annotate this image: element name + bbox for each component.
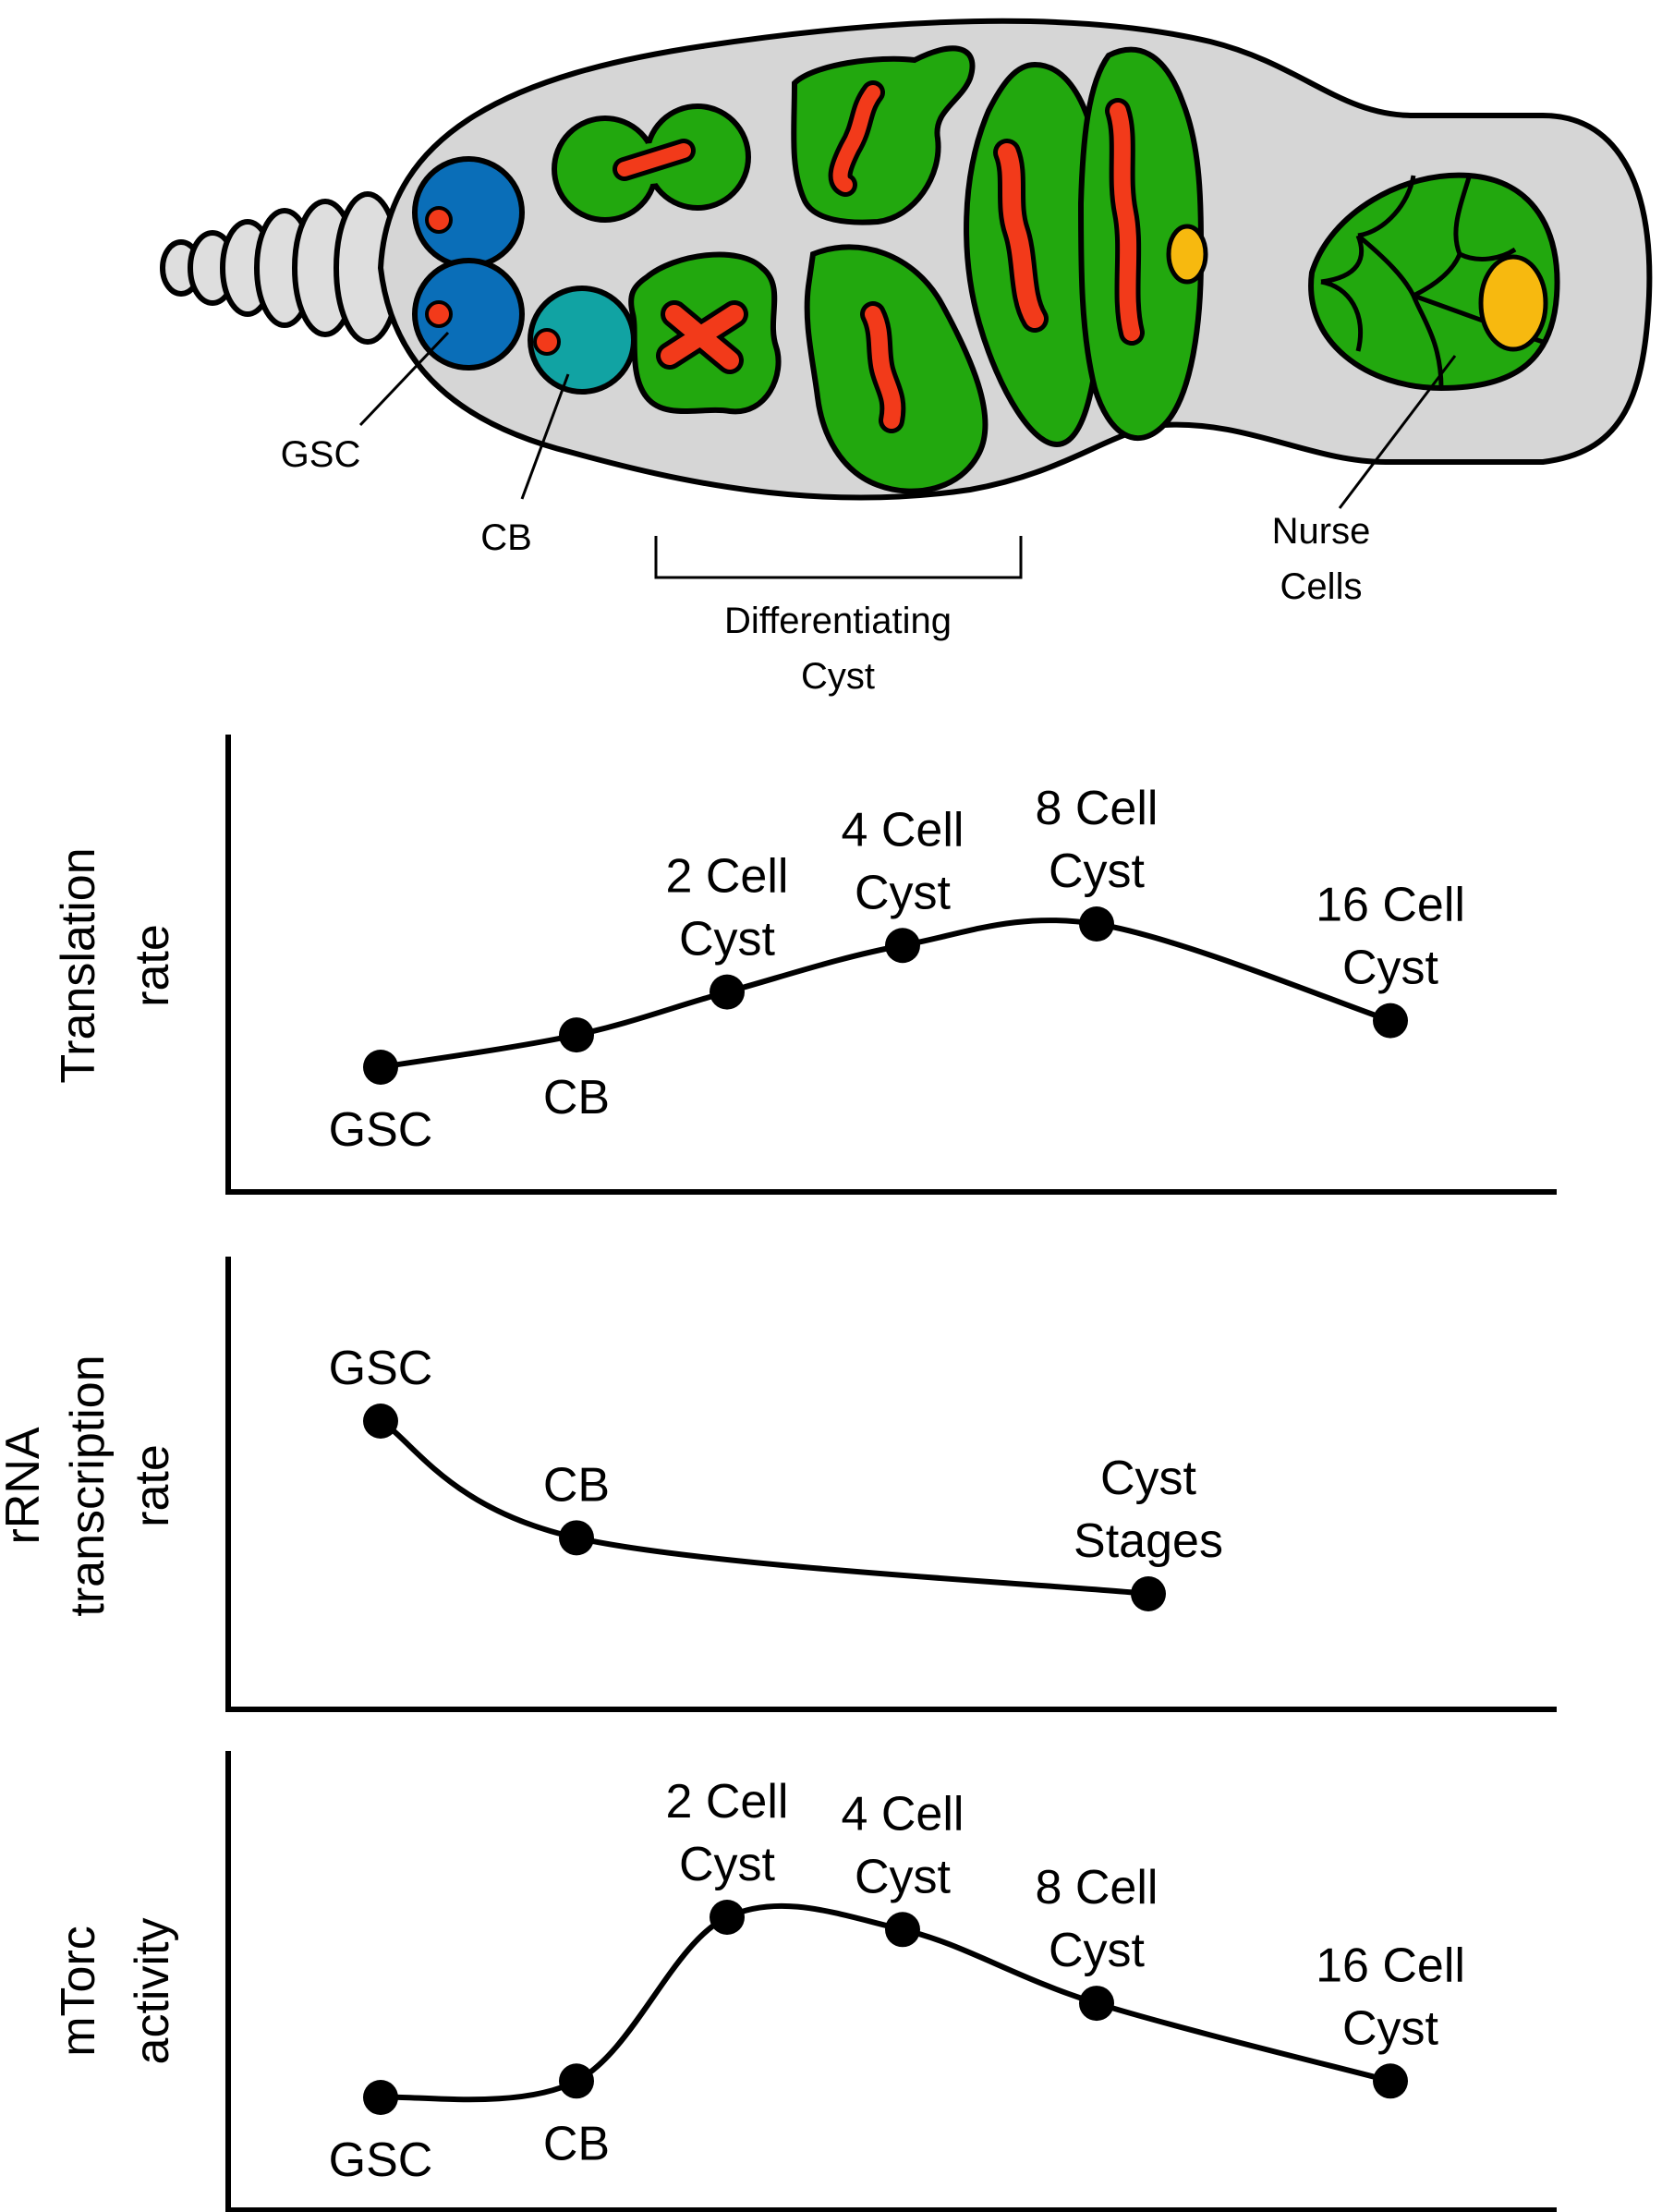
differentiating-cyst-bracket [654,536,1023,579]
chart-1: Translation rate GSC CB 2 Cell Cyst 4 Cell Cyst… [52,735,1557,1195]
data-label: CB [543,1071,610,1124]
sixteen-cell-cyst-oocyte [1077,46,1208,442]
data-point [885,928,920,964]
data-point [1373,2063,1408,2099]
chart-axes [225,1257,1557,1712]
data-label: 8 Cell [1036,1861,1159,1914]
spectrosome [425,206,453,234]
data-label: GSC [329,2133,433,2187]
data-point [559,1017,594,1053]
data-label: 2 Cell [666,850,789,904]
y-axis-label: activity [126,1918,179,2065]
data-point [559,2063,594,2099]
data-label: GSC [329,1342,433,1395]
data-point [710,974,745,1010]
chart-2: rRNA transcription rate GSC CB Cyst Stages [0,1257,1557,1712]
data-label: 16 Cell [1316,1939,1465,1992]
gsc-pointer [358,331,450,427]
chart-3: mTorc activity GSC CB 2 Cell Cyst 4 Cell Cyst 8 … [52,1751,1557,2212]
data-label: 2 Cell [666,1775,789,1829]
y-axis-label: rate [126,1444,179,1527]
nurse-cell-cyst [1308,172,1560,392]
data-point [1131,1576,1166,1611]
eight-cell-cyst [804,244,989,494]
data-label: CB [543,1458,610,1512]
data-label: 4 Cell [842,803,964,857]
spectrosome [425,300,453,328]
differentiating-cyst-label: Cyst [801,656,875,697]
nurse-cells-label: Cells [1280,566,1363,607]
terminal-filament [160,191,402,345]
four-cell-cyst [628,251,782,415]
data-label: Cyst [855,1850,952,1903]
data-label: Cyst [855,866,952,919]
y-axis-label: transcription [61,1355,115,1616]
data-label: Cyst [1100,1452,1197,1505]
cb-label: CB [480,517,532,558]
two-cell-cyst [552,103,751,223]
gsc-label: GSC [281,434,361,475]
y-axis-label: rate [126,924,179,1007]
data-label: 8 Cell [1036,782,1159,835]
data-label: Stages [1074,1514,1223,1568]
data-label: Cyst [1049,845,1146,898]
data-label: CB [543,2117,610,2170]
oocyte [1166,224,1208,285]
data-label: Cyst [679,1838,776,1891]
data-point [1079,1986,1114,2022]
y-axis-label: mTorc [52,1926,105,2057]
data-label: GSC [329,1103,433,1157]
chart-axes [225,1751,1557,2212]
data-point [1373,1003,1408,1039]
data-point [559,1520,594,1556]
oocyte [1478,254,1548,352]
data-point [885,1912,920,1948]
nurse-cells-pointer [1338,355,1457,509]
y-axis-label: rRNA [0,1427,50,1544]
data-point [363,1050,398,1085]
data-label: 4 Cell [842,1787,964,1841]
data-point [363,2080,398,2115]
spectrosome [533,328,561,356]
data-point [710,1900,745,1935]
data-label: Cyst [1049,1924,1146,1977]
nurse-cells-label: Nurse [1272,511,1371,552]
y-axis-label: Translation [52,847,105,1083]
germarium-diagram: GSC CB Differentiating Cyst Nurse Cells [160,18,1653,697]
series-line [379,1418,1149,1597]
data-label: 16 Cell [1316,879,1465,932]
cb-pointer [520,373,570,500]
charts: Translation rate GSC CB 2 Cell Cyst 4 Cell Cyst… [0,735,1557,2212]
chart-axes [225,735,1557,1195]
data-label: Cyst [679,913,776,966]
data-label: Cyst [1342,2001,1439,2055]
differentiating-cyst-label: Differentiating [724,601,952,641]
eight-cell-cyst [791,45,976,225]
series-line [380,1902,1391,2103]
data-point [1079,906,1114,942]
data-label: Cyst [1342,942,1439,995]
data-point [363,1404,398,1439]
